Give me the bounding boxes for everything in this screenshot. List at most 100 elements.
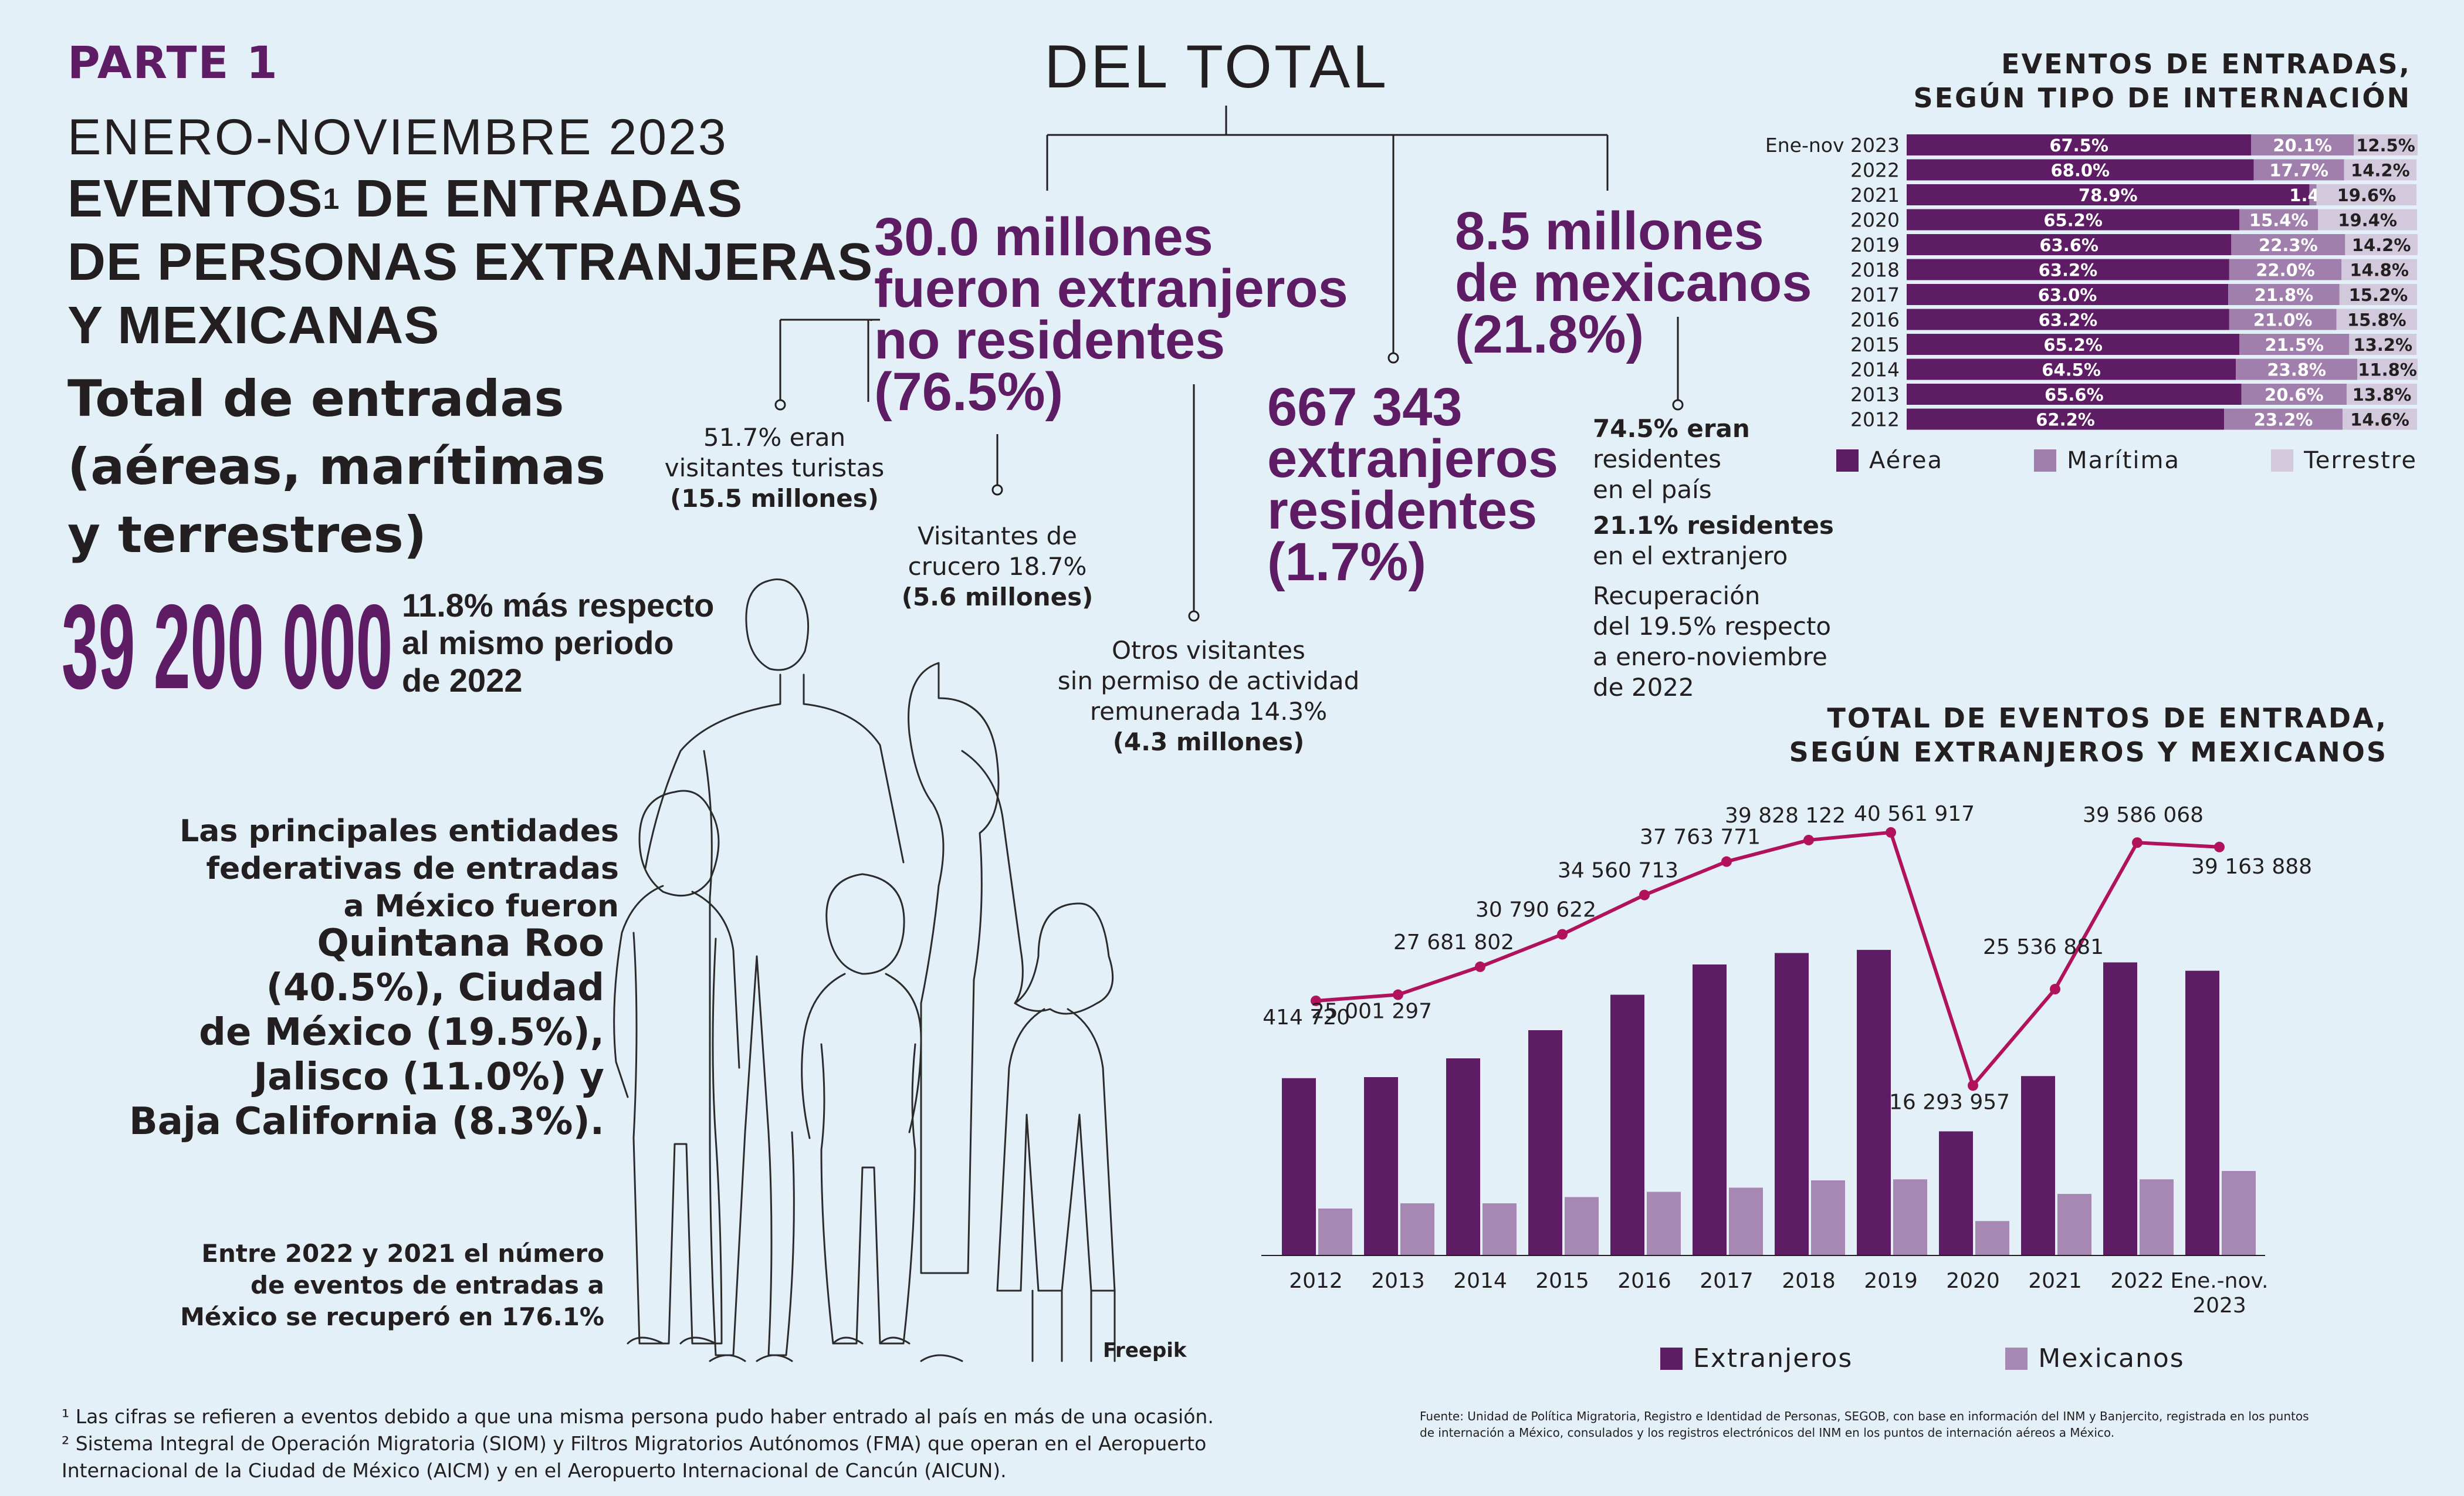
total-line (1315, 830, 2220, 1089)
total-data-label: 34 560 713 (1558, 859, 1678, 883)
internacion-data-label: 19.4% (2338, 211, 2397, 231)
internacion-data-label: 14.2% (2352, 235, 2411, 255)
entidades-intro: Las principales entidades federativas de… (32, 813, 619, 925)
legend-label: Aérea (1869, 447, 1943, 474)
internacion-category-label: 2016 (1850, 309, 1900, 331)
bar-mexicanos (2057, 1194, 2091, 1255)
boy-figure (638, 790, 720, 897)
internacion-bar-0 (1907, 284, 2229, 305)
footnote-line: Internacional de la Ciudad de México (AI… (62, 1459, 1007, 1482)
footnote-line: ¹ Las cifras se refieren a eventos debid… (62, 1405, 1214, 1428)
total-data-label: 24 414 720 (1261, 1006, 1350, 1030)
internacion-category-label: 2019 (1850, 233, 1900, 256)
year-tick-label: 2015 (1535, 1269, 1589, 1293)
internacion-data-label: 64.5% (2042, 360, 2101, 380)
bar-mexicanos (1729, 1187, 1763, 1255)
internacion-bar-2 (2316, 184, 2417, 205)
connector-dot-residentes (1387, 352, 1399, 364)
bar-mexicanos (2140, 1179, 2174, 1255)
internacion-bar-2 (2344, 159, 2417, 181)
recovery-line: Entre 2022 y 2021 el número (201, 1239, 604, 1268)
legend-extranjeros: Extranjeros (1660, 1343, 1853, 1373)
total-data-label: 27 681 802 (1393, 930, 1514, 955)
internacion-bar-2 (2339, 284, 2417, 305)
bar-mexicanos (1565, 1197, 1599, 1255)
internacion-data-label: 65.6% (2045, 385, 2104, 405)
total-point (1475, 961, 1485, 972)
internacion-bar-1 (2309, 184, 2317, 205)
total-point (1639, 889, 1650, 901)
connector-dot-otros (1188, 610, 1200, 622)
legend-mexicanos: Mexicanos (2005, 1343, 2184, 1373)
chart-total-title: TOTAL DE EVENTOS DE ENTRADA, SEGÚN EXTRA… (1789, 701, 2388, 769)
visitantes-crucero: Visitantes de crucero 18.7% (5.6 millone… (898, 521, 1097, 612)
internacion-data-label: 63.2% (2039, 260, 2098, 280)
internacion-bar-2 (2345, 234, 2418, 255)
text-line: (5.6 millones) (901, 583, 1094, 611)
text-line: Recuperación (1593, 581, 1761, 610)
bar-mexicanos (2222, 1171, 2256, 1255)
text-line: del 19.5% respecto (1593, 612, 1832, 641)
bar-mexicanos (1318, 1209, 1352, 1255)
internacion-category-label: 2012 (1850, 408, 1900, 431)
internacion-data-label: 22.3% (2259, 235, 2318, 255)
source-note: Fuente: Unidad de Política Migratoria, R… (1420, 1408, 2382, 1441)
mother-figure (908, 662, 1000, 1274)
text-line: remunerada 14.3% (1089, 697, 1328, 726)
chart-internacion-title: EVENTOS DE ENTRADAS, SEGÚN TIPO DE INTER… (1913, 47, 2411, 115)
internacion-category-label: 2017 (1850, 283, 1900, 306)
girl-figure (825, 873, 905, 975)
entidades-big-line: Jalisco (11.0%) y (253, 1055, 604, 1099)
total-data-label: 37 763 771 (1640, 825, 1761, 849)
internacion-bar-0 (1907, 408, 2225, 430)
text-line: 21.1% residentes (1593, 511, 1834, 540)
mexicanos-residentes-pais: 74.5% eran residentes en el país (1593, 414, 1750, 505)
internacion-data-label: 14.8% (2350, 260, 2409, 280)
figure-line: fueron extranjeros (874, 259, 1348, 319)
total-heading-line: y terrestres) (67, 506, 427, 564)
footnote-line: ² Sistema Integral de Operación Migrator… (62, 1432, 1207, 1455)
internacion-data-label: 21.5% (2265, 335, 2324, 355)
figure-line: (1.7%) (1267, 532, 1426, 592)
connector-mexicanos (1672, 317, 1684, 411)
bar-extranjeros (2021, 1076, 2055, 1255)
text-line: en el país (1593, 475, 1712, 504)
father-figure (745, 578, 810, 671)
internacion-data-label: 23.2% (2254, 410, 2313, 430)
year-tick-label: 2019 (1864, 1269, 1918, 1293)
internacion-data-label: 63.6% (2039, 235, 2099, 255)
internacion-data-label: 15.2% (2349, 285, 2408, 305)
internacion-bar-1 (2239, 334, 2350, 355)
internacion-bar-1 (2236, 358, 2358, 380)
internacion-bar-2 (2336, 309, 2417, 330)
internacion-bar-2 (2341, 259, 2417, 280)
legend-swatch (1660, 1347, 1683, 1370)
main-title-line-4: Y MEXICANAS (67, 296, 440, 355)
bar-extranjeros (1693, 964, 1727, 1255)
text-line: 74.5% eran (1593, 414, 1750, 443)
text-line: (4.3 millones) (1112, 727, 1305, 756)
recovery-note: Entre 2022 y 2021 el número de eventos d… (18, 1238, 604, 1333)
bar-extranjeros (1364, 1077, 1398, 1255)
internacion-category-label: 2015 (1850, 333, 1900, 356)
internacion-data-label: 13.8% (2353, 385, 2412, 405)
total-data-label: 30 790 622 (1475, 898, 1596, 922)
bar-mexicanos (1400, 1203, 1434, 1255)
figure-line: 8.5 millones (1455, 201, 1764, 261)
mexicanos: 8.5 millones de mexicanos (21.8%) (1455, 201, 1812, 361)
internacion-bar-0 (1907, 159, 2254, 181)
small-girl-figure (1014, 902, 1114, 1015)
year-tick-label: 2022 (2110, 1269, 2164, 1293)
total-point (2214, 841, 2225, 852)
bar-extranjeros (1939, 1131, 1973, 1255)
total-data-label: 39 163 888 (2191, 855, 2312, 879)
total-data-label: 40 561 917 (1854, 802, 1975, 826)
internacion-bar-1 (2224, 408, 2343, 430)
internacion-bar-1 (2241, 384, 2347, 405)
chart-title-line: SEGÚN TIPO DE INTERNACIÓN (1913, 82, 2411, 114)
internacion-bar-1 (2229, 309, 2337, 330)
mexicanos-recuperacion: Recuperación del 19.5% respecto a enero-… (1593, 581, 1831, 703)
internacion-bar-0 (1907, 309, 2229, 330)
bar-extranjeros (1282, 1078, 1316, 1255)
entidades-list: Quintana Roo (40.5%), Ciudad de México (… (18, 921, 604, 1144)
